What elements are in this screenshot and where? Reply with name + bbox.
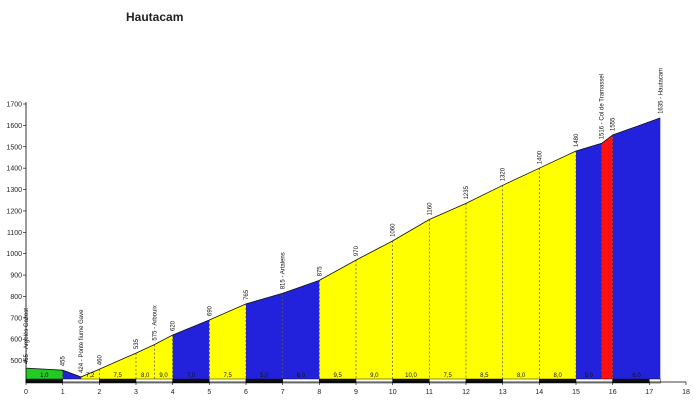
altitude-label: 620 xyxy=(171,320,177,331)
profile-segment xyxy=(154,335,173,382)
gradient-label: 8,0 xyxy=(141,373,150,379)
y-tick-label: 1600 xyxy=(6,123,22,130)
profile-segment xyxy=(466,185,503,382)
km-bar-segment xyxy=(649,378,661,384)
x-tick-label: 3 xyxy=(134,389,138,396)
gradient-label: 7,5 xyxy=(224,373,233,379)
x-tick-label: 7 xyxy=(281,389,285,396)
x-tick-label: 6 xyxy=(244,389,248,396)
axes-layer: 5006007008009001000110012001300140015001… xyxy=(6,102,690,397)
gradient-label: 5,0 xyxy=(585,373,594,379)
profile-segment xyxy=(429,203,466,382)
altitude-label: 1320 xyxy=(501,167,507,181)
x-tick-label: 17 xyxy=(645,389,653,396)
gradient-label: 7,5 xyxy=(114,373,123,379)
gradient-label: 6,0 xyxy=(632,373,641,379)
gradient-label: 7,0 xyxy=(187,373,196,379)
x-tick-label: 9 xyxy=(354,389,358,396)
segments-layer xyxy=(26,117,661,383)
x-tick-label: 10 xyxy=(389,389,397,396)
y-tick-label: 800 xyxy=(10,294,22,301)
x-tick-label: 15 xyxy=(572,389,580,396)
outline-layer xyxy=(25,117,661,384)
x-tick-label: 12 xyxy=(462,389,470,396)
profile-segment xyxy=(539,151,576,382)
altitude-label: 970 xyxy=(354,245,360,256)
altitude-label: 1160 xyxy=(427,202,433,216)
profile-segment xyxy=(356,240,393,382)
altitude-label: 535 xyxy=(134,338,140,349)
gradient-label: 8,5 xyxy=(480,373,489,379)
altitude-label: 765 xyxy=(244,289,250,300)
profile-segment xyxy=(612,117,661,383)
gradient-label: 7,2 xyxy=(86,373,95,379)
x-tick-label: 11 xyxy=(426,389,433,396)
altitude-label: 465 - Argelès Gazost xyxy=(24,308,30,364)
gradient-label: 6,0 xyxy=(297,373,306,379)
profile-outline xyxy=(25,117,661,378)
profile-segment xyxy=(576,143,602,382)
altitude-label: 875 xyxy=(317,266,323,277)
y-tick-label: 500 xyxy=(10,358,22,365)
y-tick-label: 1100 xyxy=(7,230,22,237)
x-tick-label: 18 xyxy=(682,389,690,396)
altitude-label: 455 xyxy=(61,356,67,367)
altitude-label: 1060 xyxy=(391,223,397,237)
profile-segment xyxy=(209,303,246,382)
y-tick-label: 1500 xyxy=(6,144,22,151)
y-tick-label: 1200 xyxy=(6,208,22,215)
y-tick-label: 900 xyxy=(10,273,22,280)
gradient-label: 5,0 xyxy=(260,373,269,379)
x-tick-label: 16 xyxy=(609,389,617,396)
profile-segment xyxy=(172,320,210,382)
altitude-label: 815 - Artalens xyxy=(281,252,287,289)
x-tick-label: 2 xyxy=(97,389,101,396)
altitude-label: 424 - Ponte fiume Gave xyxy=(79,309,85,373)
altitude-label: 1480 xyxy=(574,133,580,147)
gradient-label: 8,0 xyxy=(554,373,563,379)
profile-segment xyxy=(282,280,320,382)
altitude-label: 1235 xyxy=(464,185,470,199)
profile-segment xyxy=(246,293,283,382)
x-tick-label: 8 xyxy=(317,389,321,396)
x-tick-label: 0 xyxy=(24,389,28,396)
x-tick-label: 4 xyxy=(171,389,175,396)
altitude-label: 1516 - Col de Tramassel xyxy=(600,74,606,139)
profile-segment xyxy=(99,353,136,382)
gradient-label: 10,0 xyxy=(405,373,417,379)
profile-segment xyxy=(26,368,63,382)
chart-title: Hautacam xyxy=(126,10,183,24)
y-tick-label: 600 xyxy=(10,337,22,344)
gradient-label: 7,5 xyxy=(444,373,453,379)
x-tick-label: 13 xyxy=(499,389,507,396)
altitude-label: 690 xyxy=(207,305,213,316)
x-tick-label: 1 xyxy=(61,389,65,396)
gradient-label: 9,0 xyxy=(370,373,379,379)
altitude-label: 1400 xyxy=(537,150,543,164)
y-tick-label: 1300 xyxy=(6,187,22,194)
altitude-label: 460 xyxy=(97,355,103,366)
gradient-label: 1,0 xyxy=(40,373,49,379)
altitude-label: 1555 xyxy=(611,117,617,131)
gradient-label: 8,0 xyxy=(517,373,526,379)
profile-segment xyxy=(392,219,430,382)
profile-segment xyxy=(319,260,356,382)
y-tick-label: 700 xyxy=(10,315,22,322)
y-tick-label: 1000 xyxy=(6,251,22,258)
y-tick-label: 1400 xyxy=(6,166,22,173)
profile-segment xyxy=(601,135,613,382)
altitude-label: 575 - Arbouix xyxy=(152,305,158,340)
x-tick-label: 14 xyxy=(535,389,543,396)
profile-segment xyxy=(136,344,155,382)
labels-layer: 1,0 7,2 7,5 8,0 9,0 7,0 7,5 5,0 6,0 9,5 9,0 10,0 7,5… xyxy=(24,68,664,379)
gradient-label: 9,5 xyxy=(334,373,343,379)
profile-segment xyxy=(502,168,540,382)
altitude-label: 1635 - Hautacam xyxy=(658,68,664,114)
gradient-label: 9,0 xyxy=(159,373,168,379)
y-tick-label: 1700 xyxy=(6,102,22,109)
x-tick-label: 5 xyxy=(207,389,211,396)
